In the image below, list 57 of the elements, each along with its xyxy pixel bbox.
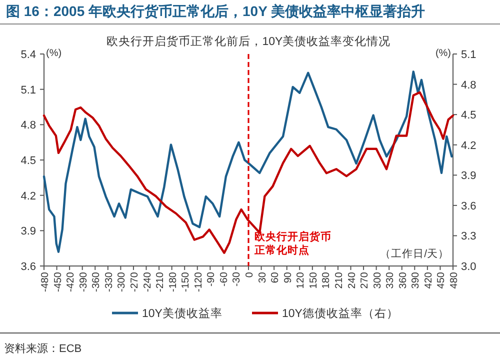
ref-line-label: 欧央行开启货币正常化时点 [254, 230, 332, 257]
legend-label: 10Y德债收益率（右） [282, 306, 398, 320]
x-tick-label: 480 [449, 272, 460, 289]
x-tick-label: -120 [193, 272, 204, 292]
annotation: （工作日/天） [380, 248, 449, 260]
y2-tick-label: 3.9 [461, 170, 476, 182]
x-tick-label: -390 [78, 272, 90, 292]
y2-tick-label: 3.6 [461, 200, 476, 212]
x-tick-label: -480 [40, 272, 51, 292]
y2-tick-label: 5.1 [461, 49, 476, 61]
legend-label: 10Y美债收益率 [142, 306, 222, 320]
x-tick-label: 450 [436, 272, 448, 289]
y-tick-label: 4.2 [20, 190, 36, 202]
x-tick-label: -300 [116, 272, 128, 292]
x-tick-label: -60 [218, 272, 230, 286]
x-tick-label: -180 [168, 272, 179, 292]
y-tick-label: 4.8 [20, 120, 36, 132]
y-axis-title: (%) [46, 48, 62, 59]
y-tick-label: 5.4 [20, 49, 36, 61]
x-tick-label: -450 [52, 272, 64, 292]
x-tick-label: -330 [104, 272, 115, 292]
y-tick-label: 5.1 [20, 84, 36, 96]
x-tick-label: -30 [232, 272, 243, 286]
y2-tick-label: 3.3 [461, 230, 476, 243]
x-tick-label: 150 [308, 272, 320, 289]
chart-title: 图 16：2005 年欧央行货币正常化后，10Y 美债收益率中枢显著抬升 [6, 3, 426, 19]
x-tick-label: -150 [180, 272, 192, 292]
text: 资料来源：ECB [4, 342, 82, 355]
x-tick-label: 180 [321, 272, 332, 289]
y2-tick-label: 4.8 [461, 79, 476, 92]
y2-axis-title: (%) [435, 48, 451, 59]
x-tick-label: 210 [334, 272, 345, 289]
chart-subtitle: 欧央行开启货币正常化前后，10Y美债收益率变化情况 [106, 34, 391, 48]
x-tick-label: 420 [423, 272, 434, 289]
y-tick-label: 3.6 [20, 261, 36, 273]
y2-tick-label: 3.0 [461, 261, 476, 273]
x-tick-label: -240 [142, 272, 154, 292]
x-tick-label: -210 [155, 272, 166, 292]
x-tick-label: 60 [270, 272, 282, 284]
y2-tick-label: 4.2 [461, 140, 476, 152]
y-tick-label: 4.5 [20, 155, 36, 167]
x-tick-label: 0 [244, 272, 256, 278]
x-tick-label: 240 [346, 272, 358, 289]
x-tick-label: 270 [360, 272, 371, 289]
y2-tick-label: 4.5 [461, 110, 476, 122]
x-tick-label: -420 [66, 272, 77, 292]
x-tick-label: 330 [385, 272, 396, 289]
x-tick-label: 120 [296, 272, 307, 289]
x-tick-label: 390 [410, 272, 422, 289]
x-tick-label: 360 [398, 272, 409, 289]
x-tick-label: 300 [372, 272, 384, 289]
x-tick-label: -90 [206, 272, 218, 286]
x-tick-label: -360 [91, 272, 102, 292]
x-tick-label: -270 [129, 272, 140, 292]
x-tick-label: 90 [282, 272, 294, 284]
x-tick-label: 30 [257, 272, 268, 284]
y-tick-label: 3.9 [20, 226, 36, 238]
